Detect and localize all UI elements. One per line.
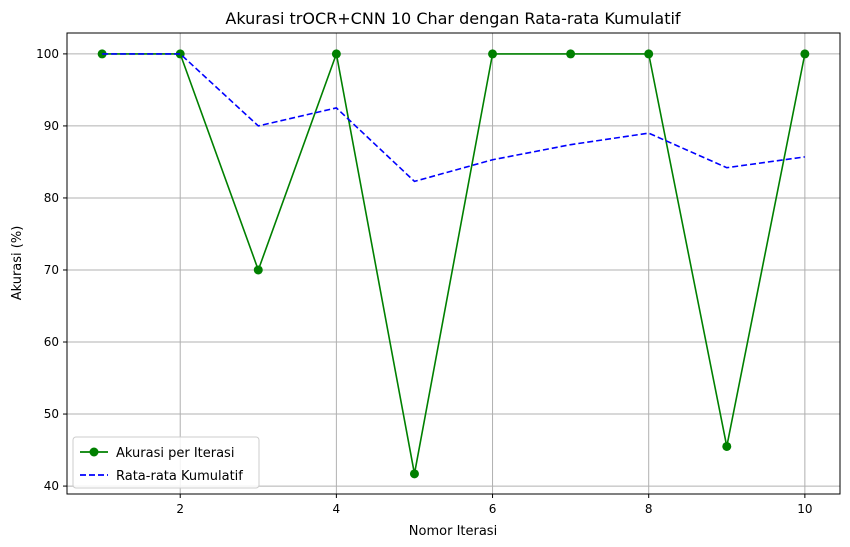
x-tick-label: 2 xyxy=(176,502,184,516)
chart-title: Akurasi trOCR+CNN 10 Char dengan Rata-ra… xyxy=(225,9,681,28)
y-tick-label: 40 xyxy=(44,479,59,493)
series-line-kumulatif xyxy=(102,53,805,183)
data-point xyxy=(644,49,654,59)
data-point xyxy=(409,469,419,479)
y-axis-label: Akurasi (%) xyxy=(10,226,25,301)
legend: Akurasi per Iterasi Rata-rata Kumulatif xyxy=(72,436,260,489)
x-tick-label: 6 xyxy=(489,502,497,516)
x-axis-label: Nomor Iterasi xyxy=(409,524,497,539)
y-tick-label: 80 xyxy=(44,191,59,205)
series-line-akurasi xyxy=(102,50,806,474)
y-tick-label: 60 xyxy=(44,335,59,349)
data-point xyxy=(800,49,810,59)
data-point xyxy=(253,265,263,275)
data-point xyxy=(331,49,341,59)
y-tick-label: 100 xyxy=(36,47,59,61)
legend-label-akurasi: Akurasi per Iterasi xyxy=(116,446,234,461)
x-tick-label: 4 xyxy=(333,502,341,516)
legend-marker-akurasi xyxy=(89,447,99,457)
data-point xyxy=(488,49,498,59)
y-tick-label: 50 xyxy=(44,407,59,421)
legend-label-kumulatif: Rata-rata Kumulatif xyxy=(116,469,243,484)
x-tick-label: 8 xyxy=(645,502,653,516)
axis-ticks: 2 4 6 8 10 40 50 60 70 80 90 100 xyxy=(36,47,812,516)
plot-frame xyxy=(66,32,841,495)
y-tick-label: 70 xyxy=(44,263,59,277)
x-tick-label: 10 xyxy=(797,502,812,516)
legend-box xyxy=(72,436,260,489)
series-layer xyxy=(97,49,810,479)
y-tick-label: 90 xyxy=(44,119,59,133)
data-point xyxy=(722,441,732,451)
data-point xyxy=(566,49,576,59)
